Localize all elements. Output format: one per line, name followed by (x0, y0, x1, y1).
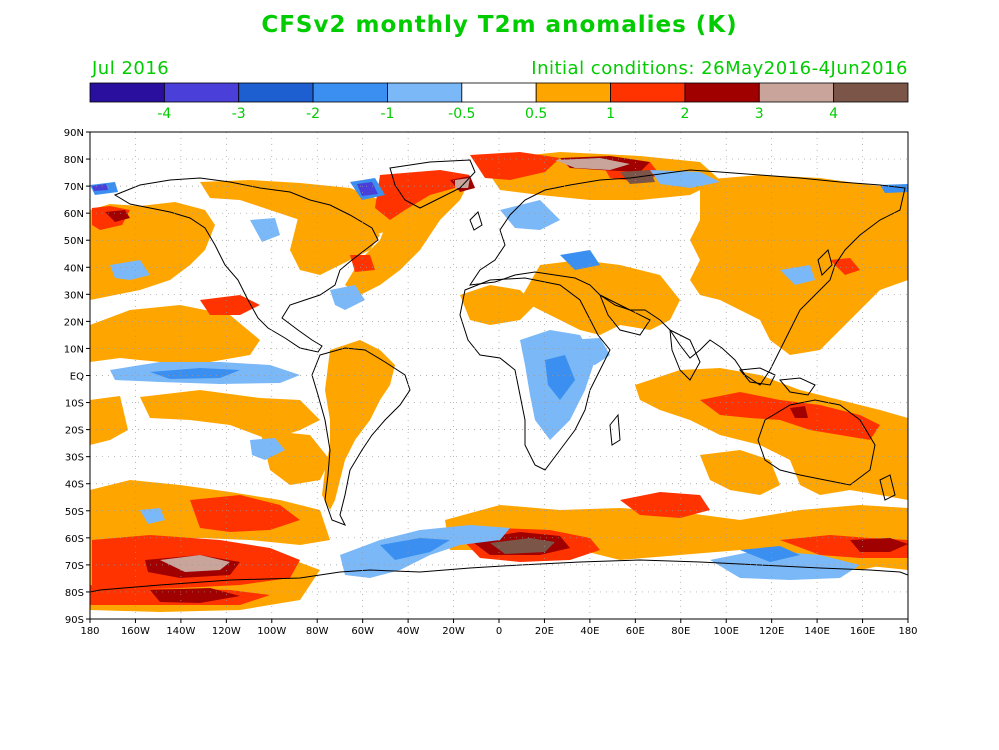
lon-label: 80W (306, 626, 329, 637)
map-title: CFSv2 monthly T2m anomalies (K) (261, 12, 738, 38)
anomaly-band-brown (160, 158, 655, 572)
colorbar-label: -2 (306, 106, 320, 122)
lon-label: 120W (212, 626, 241, 637)
lat-label: 60S (65, 534, 84, 545)
lon-label: 0 (496, 626, 502, 637)
colorbar-swatch (833, 82, 909, 103)
lon-label: 60E (626, 626, 645, 637)
anomaly-band-blue (90, 178, 908, 562)
anomaly-map: 90N 80N 70N 60N 50N 40N 30N 20N 10N EQ 10S 20S 30S 40… (64, 128, 918, 637)
lon-label: 140E (804, 626, 829, 637)
lat-label: 60N (64, 209, 84, 220)
colorbar-labels: -4 -3 -2 -1 -0.5 0.5 1 2 3 4 (157, 106, 838, 122)
lon-label: 160W (121, 626, 150, 637)
lat-label: 30S (65, 453, 84, 464)
lat-label: 40S (65, 480, 84, 491)
lat-label: 20N (64, 317, 84, 328)
lat-label: 30N (64, 290, 84, 301)
colorbar-label: 0.5 (525, 106, 547, 122)
coastlines (90, 159, 908, 619)
lat-label: 50S (65, 507, 84, 518)
colorbar-label: 4 (829, 106, 838, 122)
lat-label: 70N (64, 182, 84, 193)
anomaly-band-deepblue (92, 182, 378, 196)
anomaly-band-orange (90, 152, 908, 612)
lat-label: 40N (64, 263, 84, 274)
lat-label: 50N (64, 236, 84, 247)
lon-label: 20E (535, 626, 554, 637)
lon-label: 80E (671, 626, 690, 637)
lat-label: 80N (64, 155, 84, 166)
lat-label: EQ (70, 372, 84, 383)
colorbar: -4 -3 -2 -1 -0.5 0.5 1 2 3 4 (89, 82, 909, 122)
colorbar-label: 1 (606, 106, 615, 122)
colorbar-label: -1 (380, 106, 394, 122)
lon-label: 100E (714, 626, 739, 637)
lon-label: 100W (257, 626, 286, 637)
latitude-labels: 90N 80N 70N 60N 50N 40N 30N 20N 10N EQ 10S 20S 30S 40… (64, 128, 90, 626)
lat-label: 90S (65, 615, 84, 626)
lon-label: 180 (898, 626, 917, 637)
lat-label: 10N (64, 344, 84, 355)
colorbar-label: 2 (680, 106, 689, 122)
lon-label: 60W (351, 626, 374, 637)
lon-label: 40E (580, 626, 599, 637)
lon-label: 120E (759, 626, 784, 637)
lat-label: 70S (65, 561, 84, 572)
lon-label: 20W (442, 626, 465, 637)
lon-label: 40W (397, 626, 420, 637)
lon-label: 160E (850, 626, 875, 637)
colorbar-label: 3 (755, 106, 764, 122)
lat-label: 10S (65, 399, 84, 410)
lat-label: 90N (64, 128, 84, 139)
lon-label: 140W (166, 626, 195, 637)
colorbar-label: -0.5 (448, 106, 475, 122)
valid-month-label: Jul 2016 (92, 58, 170, 79)
colorbar-label: -4 (157, 106, 171, 122)
lon-label: 180 (80, 626, 99, 637)
colorbar-label: -3 (232, 106, 246, 122)
map-gridlines (90, 132, 908, 619)
colorbar-swatches (89, 82, 909, 103)
longitude-labels: 180 160W 140W 120W 100W 80W 60W 40W 20W 0 20E 40E 60… (80, 619, 918, 637)
lat-label: 80S (65, 588, 84, 599)
initial-conditions-label: Initial conditions: 26May2016-4Jun2016 (531, 58, 908, 79)
lat-label: 20S (65, 426, 84, 437)
